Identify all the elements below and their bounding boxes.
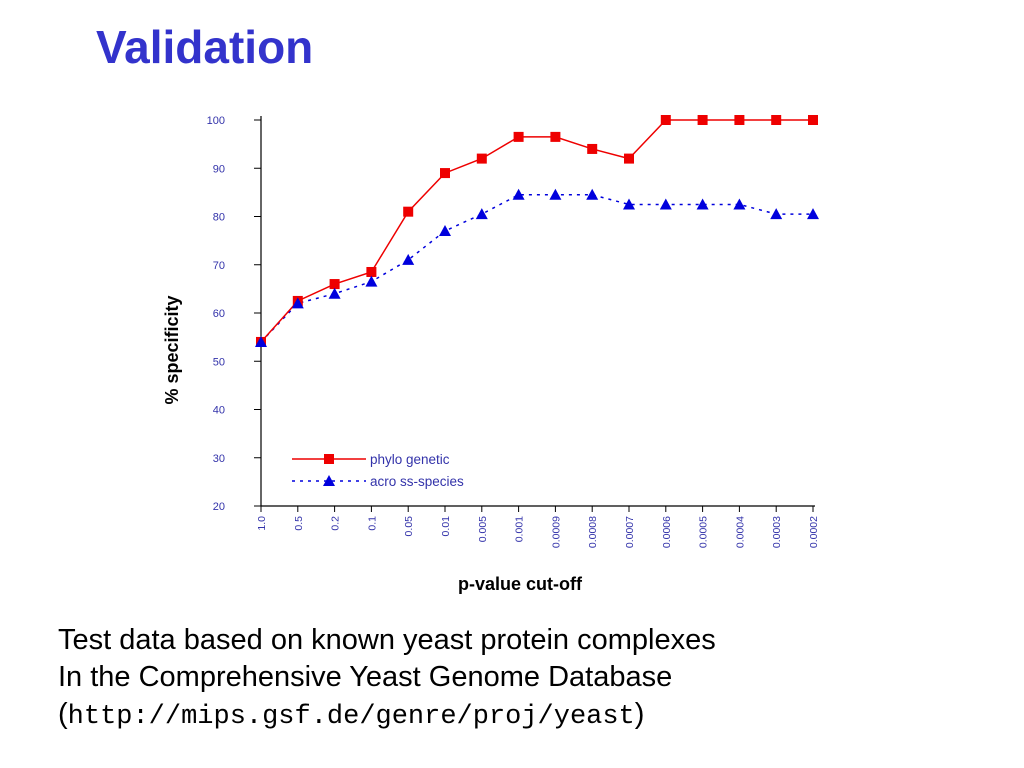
y-tick-label: 30: [213, 453, 225, 465]
x-axis-title: p-value cut-off: [458, 574, 583, 594]
caption-line-2: In the Comprehensive Yeast Genome Databa…: [58, 661, 673, 693]
point-across-species: [475, 208, 488, 220]
point-phylogenetic: [440, 168, 450, 179]
point-phylogenetic: [660, 115, 671, 125]
point-phylogenetic: [329, 279, 340, 290]
y-tick-label: 40: [213, 405, 225, 417]
point-across-species: [255, 335, 267, 347]
caption-line-3: (http://mips.gsf.de/genre/proj/yeast): [58, 696, 716, 736]
x-tick-label: 0.01: [440, 516, 452, 537]
point-phylogenetic: [550, 131, 561, 142]
x-tick-label: 0.5: [293, 516, 305, 531]
point-phylogenetic: [403, 206, 414, 217]
point-phylogenetic: [513, 131, 524, 142]
point-across-species: [586, 188, 599, 200]
x-tick-label: 0.0003: [771, 516, 783, 548]
point-phylogenetic: [808, 115, 818, 125]
x-tick-label: 1.0: [256, 516, 268, 531]
point-phylogenetic: [624, 153, 634, 164]
x-tick-label: 0.05: [403, 516, 415, 537]
point-across-species: [512, 188, 525, 200]
point-across-species: [807, 208, 819, 220]
point-phylogenetic: [587, 143, 598, 154]
x-tick-label: 0.001: [514, 516, 526, 542]
caption-line-1: Test data based on known yeast protein c…: [58, 624, 716, 656]
point-across-species: [623, 198, 635, 210]
point-across-species: [733, 198, 746, 210]
y-tick-label: 80: [213, 212, 225, 224]
point-phylogenetic: [771, 115, 782, 125]
point-across-species: [770, 208, 783, 220]
y-tick-label: 60: [213, 308, 225, 320]
point-across-species: [549, 188, 562, 200]
y-tick-label: 20: [213, 501, 225, 513]
point-across-species: [696, 198, 709, 210]
caption: Test data based on known yeast protein c…: [58, 622, 716, 736]
x-tick-label: 0.0009: [550, 516, 562, 548]
point-across-species: [439, 224, 451, 236]
y-axis-title: % specificity: [162, 295, 182, 404]
series-line-phylogenetic: [260, 119, 813, 343]
legend-label-phylogenetic: phylo genetic: [370, 452, 450, 467]
x-tick-label: 0.005: [477, 516, 489, 542]
point-across-species: [659, 198, 672, 210]
x-tick-label: 0.0002: [808, 516, 820, 548]
y-tick-label: 90: [213, 163, 225, 175]
caption-paren-close: ): [634, 698, 645, 730]
legend-marker-phylogenetic: [324, 454, 334, 464]
caption-url: http://mips.gsf.de/genre/proj/yeast: [67, 702, 635, 732]
point-across-species: [402, 253, 415, 265]
x-tick-label: 0.0007: [624, 516, 636, 548]
x-tick-label: 0.2: [330, 516, 342, 531]
specificity-chart: 20 30 40 50 60 70 80 90 100 1.0 0.5 0.2 0.1 0.05 0.01 0…: [162, 115, 820, 594]
point-across-species: [328, 287, 341, 299]
point-across-species: [365, 275, 378, 287]
legend-label-across-species: acro ss-species: [370, 474, 464, 489]
x-tick-label: 0.0008: [587, 516, 599, 548]
x-tick-label: 0.0004: [734, 516, 746, 548]
point-across-species: [291, 297, 304, 309]
series-line-across-species: [260, 194, 813, 343]
y-tick-label: 100: [207, 115, 225, 127]
slide-title: Validation: [96, 21, 314, 73]
legend-marker-across-species: [323, 475, 335, 486]
point-phylogenetic: [697, 115, 708, 125]
x-tick-label: 0.0005: [698, 516, 710, 548]
y-tick-label: 70: [213, 260, 225, 272]
caption-paren-open: (: [58, 698, 68, 730]
x-tick-label: 0.0006: [661, 516, 673, 548]
y-tick-label: 50: [213, 356, 225, 368]
point-phylogenetic: [734, 115, 745, 125]
point-phylogenetic: [476, 153, 487, 164]
x-tick-label: 0.1: [366, 516, 378, 531]
point-phylogenetic: [366, 266, 377, 277]
